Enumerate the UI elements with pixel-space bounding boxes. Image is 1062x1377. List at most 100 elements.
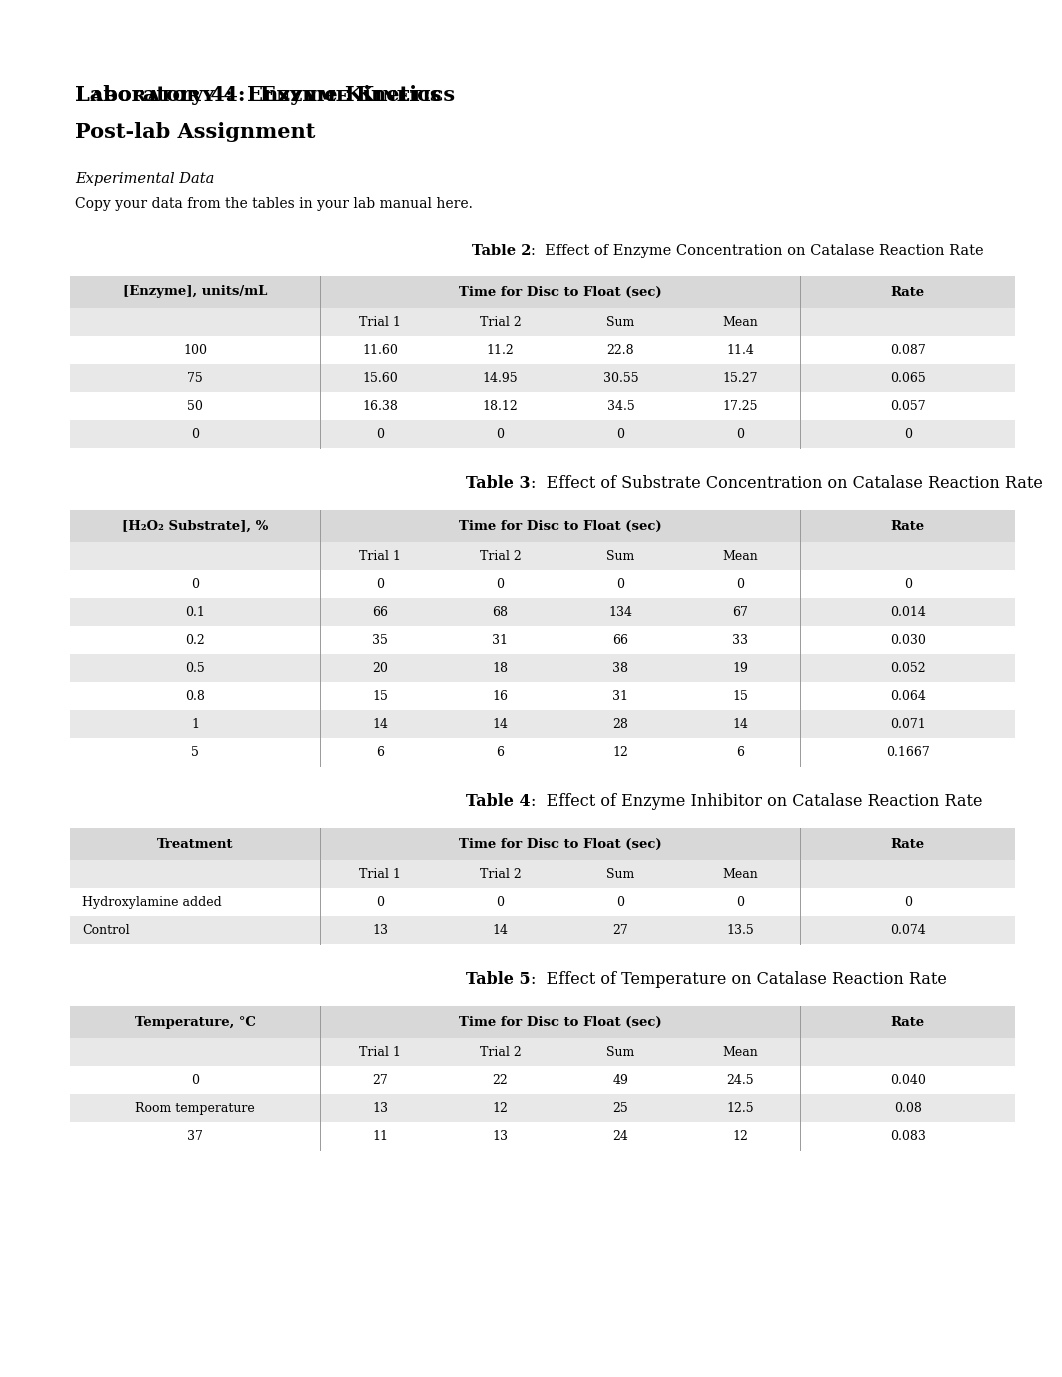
Text: Mean: Mean — [722, 868, 758, 880]
Text: 11.60: 11.60 — [362, 343, 398, 357]
Text: 0: 0 — [191, 577, 200, 591]
Bar — [70, 1122, 1015, 1150]
Text: Rate: Rate — [891, 837, 925, 851]
Text: 0: 0 — [496, 577, 504, 591]
Text: 50: 50 — [187, 399, 203, 413]
Text: 0: 0 — [616, 577, 624, 591]
Text: Trial 1: Trial 1 — [360, 315, 401, 329]
Text: 67: 67 — [733, 606, 749, 618]
Text: 24: 24 — [613, 1129, 629, 1143]
Text: 0.064: 0.064 — [890, 690, 926, 702]
Text: 0: 0 — [736, 577, 744, 591]
Bar — [70, 888, 1015, 916]
Bar — [70, 682, 1015, 711]
Bar — [70, 1038, 1015, 1066]
Text: :  Effect of Substrate Concentration on Catalase Reaction Rate: : Effect of Substrate Concentration on C… — [531, 475, 1043, 492]
Text: Table 4: Table 4 — [466, 793, 531, 810]
Text: 12: 12 — [613, 745, 629, 759]
Text: 0: 0 — [376, 427, 384, 441]
Text: Trial 2: Trial 2 — [480, 1045, 521, 1059]
Text: 14: 14 — [373, 717, 389, 731]
Text: 0.8: 0.8 — [185, 690, 205, 702]
Bar — [70, 570, 1015, 598]
Text: 17.25: 17.25 — [723, 399, 758, 413]
Bar — [70, 1007, 1015, 1038]
Text: 68: 68 — [493, 606, 509, 618]
Text: Mean: Mean — [722, 549, 758, 562]
Text: 22.8: 22.8 — [606, 343, 634, 357]
Text: Time for Disc to Float (sec): Time for Disc to Float (sec) — [459, 285, 662, 299]
Text: 30.55: 30.55 — [602, 372, 638, 384]
Text: 13.5: 13.5 — [726, 924, 754, 936]
Text: 0.057: 0.057 — [890, 399, 926, 413]
Text: Room temperature: Room temperature — [135, 1102, 255, 1114]
Text: 15.27: 15.27 — [723, 372, 758, 384]
Text: 14: 14 — [493, 924, 509, 936]
Text: 0: 0 — [736, 895, 744, 909]
Text: Trial 1: Trial 1 — [360, 549, 401, 562]
Text: 0: 0 — [904, 427, 912, 441]
Text: 31: 31 — [493, 633, 509, 646]
Text: 0.1667: 0.1667 — [886, 745, 929, 759]
Text: 0: 0 — [376, 895, 384, 909]
Text: 75: 75 — [187, 372, 203, 384]
Bar — [70, 275, 1015, 308]
Text: 18.12: 18.12 — [482, 399, 518, 413]
Text: 66: 66 — [373, 606, 389, 618]
Text: :  Effect of Enzyme Concentration on Catalase Reaction Rate: : Effect of Enzyme Concentration on Cata… — [531, 244, 983, 257]
Bar — [70, 1066, 1015, 1093]
Text: 6: 6 — [496, 745, 504, 759]
Text: Copy your data from the tables in your lab manual here.: Copy your data from the tables in your l… — [75, 197, 473, 211]
Text: 33: 33 — [733, 633, 749, 646]
Bar — [70, 509, 1015, 543]
Text: :  Effect of Temperature on Catalase Reaction Rate: : Effect of Temperature on Catalase Reac… — [531, 971, 947, 989]
Text: 13: 13 — [373, 924, 389, 936]
Text: 12.5: 12.5 — [726, 1102, 754, 1114]
Text: 38: 38 — [613, 661, 629, 675]
Text: 0.083: 0.083 — [890, 1129, 926, 1143]
Text: 100: 100 — [184, 343, 207, 357]
Text: 0.030: 0.030 — [890, 633, 926, 646]
Bar — [70, 308, 1015, 336]
Text: 0: 0 — [191, 427, 200, 441]
Text: Trial 1: Trial 1 — [360, 1045, 401, 1059]
Bar — [70, 275, 1015, 448]
Text: Table 2: Table 2 — [472, 244, 531, 257]
Text: Control: Control — [82, 924, 130, 936]
Text: 0.052: 0.052 — [890, 661, 926, 675]
Text: 0.014: 0.014 — [890, 606, 926, 618]
Text: 49: 49 — [613, 1074, 629, 1086]
Text: Mean: Mean — [722, 1045, 758, 1059]
Text: :  Effect of Enzyme Inhibitor on Catalase Reaction Rate: : Effect of Enzyme Inhibitor on Catalase… — [531, 793, 982, 810]
Bar — [70, 861, 1015, 888]
Text: 35: 35 — [373, 633, 389, 646]
Text: 14.95: 14.95 — [482, 372, 518, 384]
Text: 27: 27 — [613, 924, 629, 936]
Text: 19: 19 — [733, 661, 749, 675]
Text: Temperature, °C: Temperature, °C — [135, 1015, 256, 1029]
Text: 0: 0 — [496, 427, 504, 441]
Text: Time for Disc to Float (sec): Time for Disc to Float (sec) — [459, 519, 662, 533]
Text: 66: 66 — [613, 633, 629, 646]
Text: 25: 25 — [613, 1102, 629, 1114]
Text: 0.1: 0.1 — [185, 606, 205, 618]
Text: Sum: Sum — [606, 315, 635, 329]
Text: Trial 2: Trial 2 — [480, 549, 521, 562]
Text: 20: 20 — [373, 661, 389, 675]
Text: 13: 13 — [493, 1129, 509, 1143]
Text: 22: 22 — [493, 1074, 509, 1086]
Text: 134: 134 — [609, 606, 633, 618]
Text: 34.5: 34.5 — [606, 399, 634, 413]
Text: 18: 18 — [493, 661, 509, 675]
Text: 6: 6 — [736, 745, 744, 759]
Text: 24.5: 24.5 — [726, 1074, 754, 1086]
Text: 0: 0 — [904, 895, 912, 909]
Bar — [70, 738, 1015, 766]
Text: 0.5: 0.5 — [186, 661, 205, 675]
Text: 0: 0 — [616, 427, 624, 441]
Bar — [70, 392, 1015, 420]
Text: 0.065: 0.065 — [890, 372, 926, 384]
Text: Laboratory 4:  Enzyme Kinetics: Laboratory 4: Enzyme Kinetics — [75, 85, 442, 105]
Text: 31: 31 — [613, 690, 629, 702]
Text: Treatment: Treatment — [157, 837, 234, 851]
